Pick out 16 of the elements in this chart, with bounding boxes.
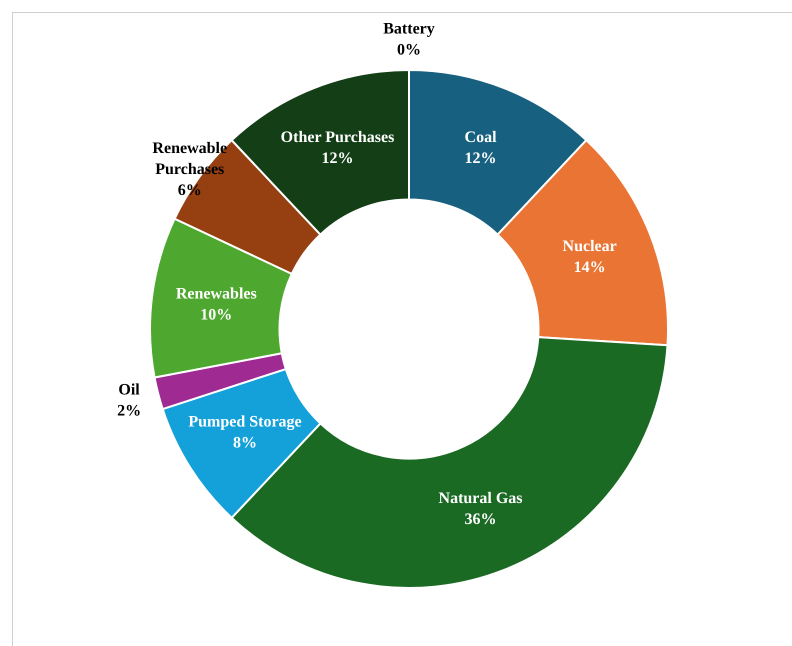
slice-label: Natural Gas (438, 490, 523, 508)
data-label: 12% (464, 150, 497, 168)
text: 0% (397, 42, 421, 59)
slice-label: Other Purchases (280, 129, 394, 146)
data-label: 14% (574, 259, 606, 276)
category-label: Battery (383, 20, 435, 38)
slice-label: Renewables (176, 285, 257, 302)
slice-label: Nuclear (562, 238, 617, 256)
slice-label: Pumped Storage (188, 414, 302, 431)
slice-label: Coal (464, 129, 498, 146)
data-label: 2% (117, 402, 142, 420)
slice-label: Oil (118, 382, 140, 399)
data-label: 36% (464, 511, 497, 528)
data-label: 12% (321, 150, 354, 168)
data-label: 10% (200, 306, 232, 324)
data-label: 8% (232, 434, 257, 452)
